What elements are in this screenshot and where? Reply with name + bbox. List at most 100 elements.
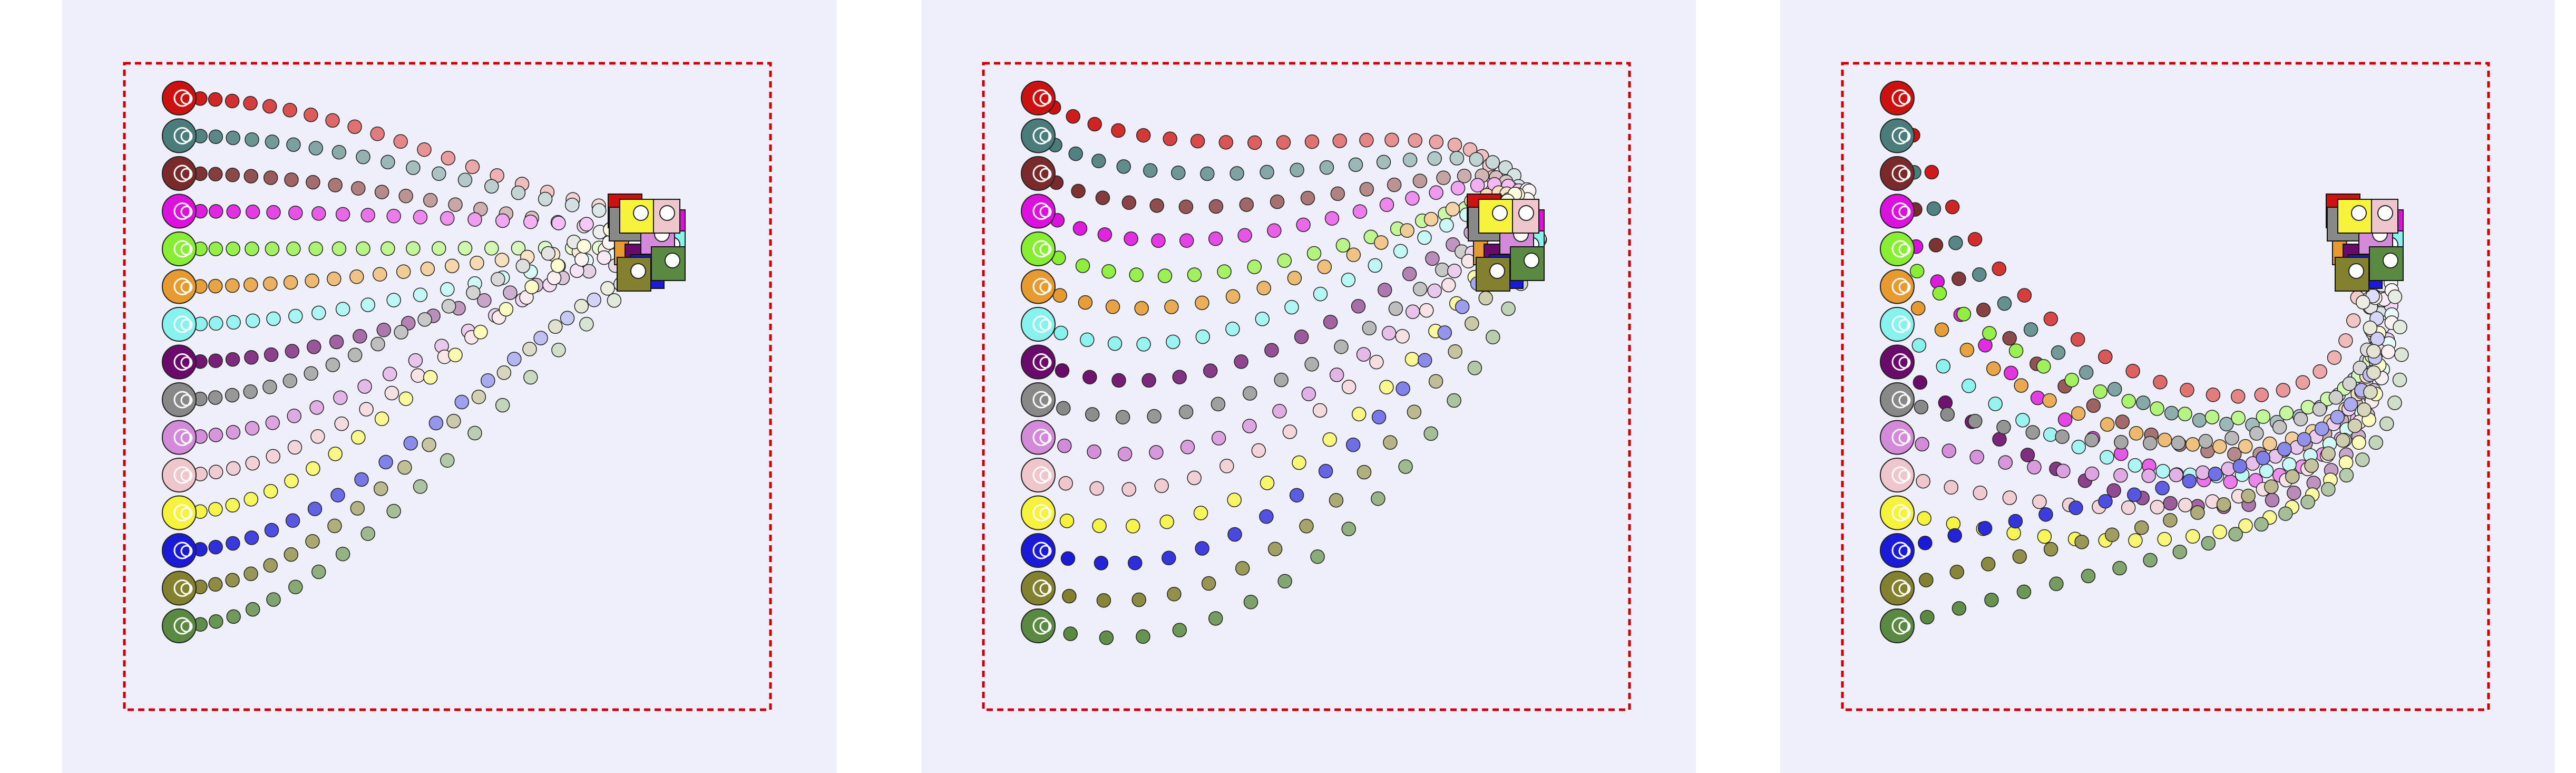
trajectory-point xyxy=(1951,271,1966,286)
trajectory-point xyxy=(1924,165,1939,180)
trajectory-point xyxy=(226,425,241,440)
trajectory-point xyxy=(1242,386,1257,401)
trajectory-point xyxy=(507,352,522,366)
trajectory-point xyxy=(1417,230,1432,245)
start-ring xyxy=(1891,429,1909,446)
trajectory-point xyxy=(551,216,566,230)
trajectory-point xyxy=(1129,267,1144,282)
start-lime xyxy=(1880,231,1915,266)
trajectory-point xyxy=(1301,386,1316,401)
trajectory-point xyxy=(484,241,499,256)
trajectory-point xyxy=(2363,384,2378,400)
trajectory-point xyxy=(2196,465,2210,480)
start-blue xyxy=(162,533,197,568)
trajectory-point xyxy=(1379,380,1394,394)
trajectory-point xyxy=(2012,549,2027,564)
trajectory-point xyxy=(1968,413,1983,429)
trajectory-point xyxy=(1470,178,1485,193)
trajectory-point xyxy=(1318,463,1333,479)
trajectory-point xyxy=(2279,405,2294,421)
trajectory-point xyxy=(541,246,556,261)
trajectory-point xyxy=(524,279,539,294)
start-ring xyxy=(1891,617,1909,635)
trajectory-point xyxy=(403,436,418,451)
trajectory-point xyxy=(446,413,461,429)
trajectory-point xyxy=(2098,494,2113,509)
start-disc xyxy=(1880,194,1915,229)
trajectory-point xyxy=(1178,199,1194,214)
trajectory-point xyxy=(1972,267,1987,282)
start-ring xyxy=(1032,315,1050,333)
start-disc xyxy=(162,608,197,643)
trajectory-point xyxy=(448,347,463,362)
start-gray xyxy=(1880,382,1915,417)
start-ring xyxy=(173,579,191,597)
start-teal xyxy=(162,118,197,153)
trajectory-point xyxy=(1362,321,1377,336)
trajectory-point xyxy=(1412,282,1428,296)
start-magenta xyxy=(1021,194,1056,229)
trajectory-point xyxy=(2321,482,2336,497)
trajectory-point xyxy=(265,134,280,149)
trajectory-point xyxy=(1969,449,1984,465)
trajectory-point xyxy=(2155,464,2170,479)
trajectory-point xyxy=(2238,439,2253,454)
trajectory-point xyxy=(1195,295,1209,311)
trajectory-point xyxy=(2254,517,2269,532)
start-purple xyxy=(1880,344,1915,380)
trajectory-point xyxy=(1988,397,2003,411)
start-orange xyxy=(1021,269,1056,304)
trajectory-point xyxy=(2049,576,2064,592)
start-red xyxy=(1021,81,1056,115)
trajectory-point xyxy=(2164,405,2179,421)
trajectory-point xyxy=(1348,157,1363,172)
trajectory-point xyxy=(533,331,548,345)
trajectory-point xyxy=(282,103,297,118)
trajectory-point xyxy=(263,170,278,185)
start-ring xyxy=(1032,278,1050,295)
trajectory-point xyxy=(1982,326,1997,341)
trajectory-point xyxy=(1917,511,1931,526)
trajectory-point xyxy=(1913,375,1928,390)
trajectory-point xyxy=(2293,412,2308,427)
trajectory-point xyxy=(1105,299,1120,314)
trajectory-point xyxy=(208,390,223,405)
trajectory-plot-1 xyxy=(123,62,772,711)
trajectory-point xyxy=(1949,564,1965,579)
trajectory-point xyxy=(2098,349,2113,364)
trajectory-point xyxy=(356,241,370,256)
trajectory-point xyxy=(1412,173,1428,188)
trajectory-point xyxy=(243,384,258,399)
trajectory-point xyxy=(1237,228,1252,243)
start-ring xyxy=(1891,391,1909,409)
trajectory-point xyxy=(1911,338,1927,353)
trajectory-point xyxy=(1162,550,1176,566)
trajectory-point xyxy=(1107,336,1123,351)
trajectory-point xyxy=(1436,170,1451,185)
trajectory-point xyxy=(445,258,460,274)
trajectory-point xyxy=(1087,444,1101,459)
trajectory-point xyxy=(2043,427,2058,442)
trajectory-point xyxy=(1274,372,1289,388)
trajectory-magenta xyxy=(1050,177,1536,248)
trajectory-point xyxy=(1368,258,1383,273)
trajectory-point xyxy=(2002,331,2017,346)
trajectory-point xyxy=(2264,479,2279,494)
trajectory-point xyxy=(1121,195,1137,210)
trajectory-point xyxy=(1260,165,1274,180)
start-disc xyxy=(1021,382,1056,417)
trajectory-point xyxy=(2190,505,2205,520)
trajectory-point xyxy=(1395,328,1410,344)
trajectory-point xyxy=(1934,322,1949,337)
trajectory-point xyxy=(417,142,432,157)
start-ring xyxy=(1891,278,1909,295)
start-disc xyxy=(1021,231,1056,266)
start-ring-inner xyxy=(1898,206,1911,218)
trajectory-point xyxy=(1190,133,1205,149)
trajectory-point xyxy=(1059,514,1075,528)
trajectory-point xyxy=(2394,347,2409,362)
trajectory-point xyxy=(208,428,223,442)
trajectory-point xyxy=(2312,364,2327,379)
trajectory-point xyxy=(2014,378,2028,393)
trajectory-point xyxy=(1447,138,1462,152)
